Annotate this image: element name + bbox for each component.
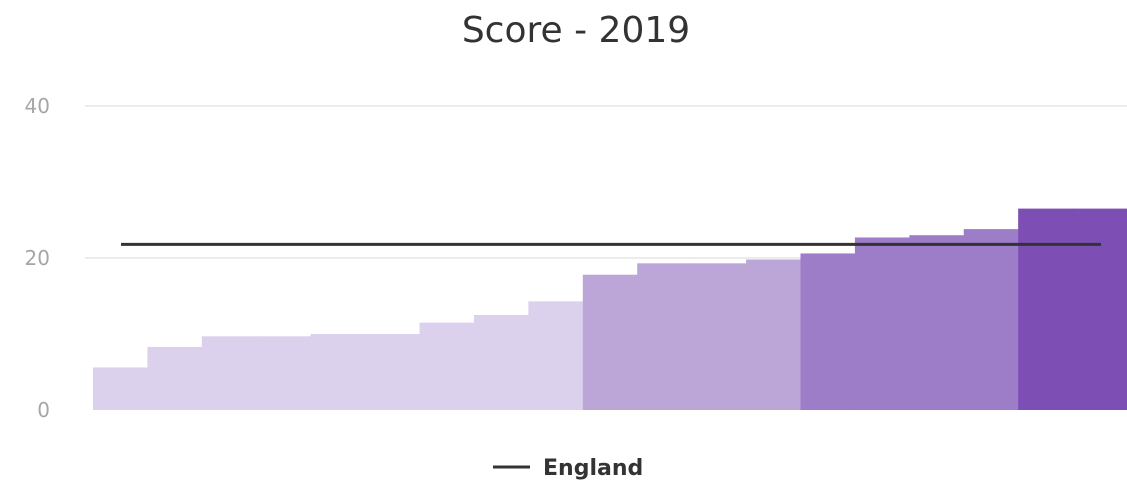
bar-13[interactable] — [746, 259, 802, 410]
bar-14[interactable] — [800, 253, 856, 410]
bar-6[interactable] — [365, 334, 421, 410]
bar-5[interactable] — [310, 334, 366, 410]
bar-15[interactable] — [854, 237, 910, 410]
bar-12[interactable] — [691, 263, 747, 410]
bar-16[interactable] — [909, 235, 965, 410]
bar-11[interactable] — [637, 263, 693, 410]
bar-10[interactable] — [582, 274, 638, 410]
bar-2[interactable] — [147, 346, 203, 410]
legend[interactable]: England — [493, 456, 643, 481]
bar-19[interactable] — [1072, 208, 1127, 410]
y-tick-label: 40 — [25, 94, 50, 118]
bar-7[interactable] — [419, 322, 475, 410]
chart-title: Score - 2019 — [462, 10, 690, 51]
legend-england-label: England — [543, 456, 643, 481]
y-tick-label: 0 — [37, 398, 50, 422]
bar-17[interactable] — [963, 229, 1019, 410]
bars — [93, 208, 1127, 410]
y-tick-label: 20 — [25, 246, 50, 270]
bar-3[interactable] — [201, 336, 257, 410]
bar-8[interactable] — [473, 315, 529, 410]
bar-9[interactable] — [528, 301, 584, 410]
y-axis-ticks: 0 20 40 — [25, 94, 50, 422]
bar-1[interactable] — [93, 367, 149, 410]
bar-18[interactable] — [1018, 208, 1074, 410]
bar-4[interactable] — [256, 336, 312, 410]
